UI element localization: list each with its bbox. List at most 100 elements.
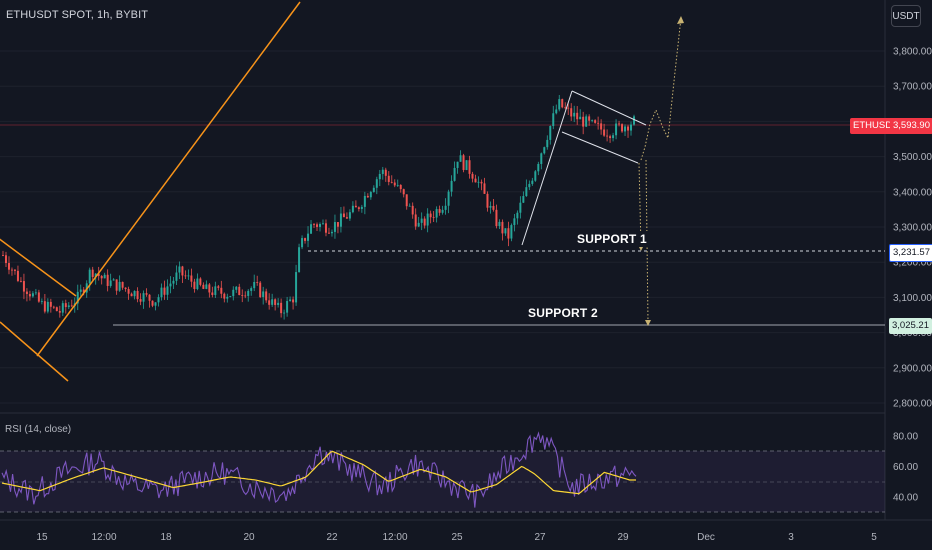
support1-annotation[interactable]: SUPPORT 1: [574, 231, 650, 247]
rsi-band: [0, 451, 885, 512]
candle-body: [190, 275, 193, 282]
candle-body: [202, 284, 205, 289]
candle-body: [366, 195, 369, 198]
last-price-tag: 3,593.90: [890, 118, 932, 134]
candle-body: [184, 275, 187, 277]
trendline-flagpole[interactable]: [36, 1, 301, 357]
candle-body: [49, 301, 52, 307]
candle-body: [480, 181, 483, 184]
price-tick-label: 3,100.00: [893, 293, 932, 304]
support2-annotation[interactable]: SUPPORT 2: [525, 305, 601, 321]
candle-body: [13, 269, 16, 271]
candle-body: [432, 217, 435, 219]
candle-body: [106, 274, 109, 286]
candle-body: [88, 269, 91, 284]
time-tick-label: 3: [788, 532, 794, 543]
candle-body: [615, 123, 618, 136]
candle-body: [238, 286, 241, 296]
flag-pole-line[interactable]: [521, 90, 573, 246]
price-tick-label: 3,200.00: [893, 258, 932, 269]
candle-body: [91, 269, 94, 277]
candle-body: [193, 281, 196, 290]
candle-body: [70, 305, 73, 307]
trendline-lower[interactable]: [0, 321, 69, 382]
candle-body: [633, 116, 635, 125]
candles-group: [2, 95, 635, 320]
candle-body: [393, 182, 396, 186]
candle-body: [67, 305, 70, 308]
candle-body: [43, 301, 46, 312]
price-tick-label: 2,900.00: [893, 363, 932, 374]
candle-body: [573, 112, 576, 117]
candle-body: [630, 124, 633, 131]
candle-body: [253, 281, 256, 289]
candle-body: [25, 291, 28, 294]
candle-body: [387, 175, 390, 182]
candle-body: [627, 126, 630, 131]
candle-body: [19, 280, 22, 282]
candle-body: [561, 99, 564, 108]
candle-body: [82, 289, 85, 293]
candle-body: [241, 295, 244, 296]
candle-body: [226, 296, 229, 299]
time-tick-label: 12:00: [91, 532, 116, 543]
flag-lower-line[interactable]: [561, 131, 639, 164]
candle-body: [402, 189, 405, 195]
candle-body: [396, 184, 399, 186]
candle-body: [301, 238, 304, 248]
candle-body: [34, 292, 37, 294]
candle-body: [531, 180, 534, 184]
symbol-title[interactable]: ETHUSDT SPOT, 1h, BYBIT: [6, 9, 149, 21]
candle-body: [256, 281, 259, 283]
currency-button[interactable]: USDT: [891, 5, 921, 27]
candle-body: [465, 160, 468, 170]
time-tick-label: 5: [871, 532, 877, 543]
candle-body: [342, 213, 345, 218]
price-tick-label: 3,500.00: [893, 152, 932, 163]
candle-body: [363, 195, 366, 207]
rsi-tick-label: 60.00: [893, 462, 918, 473]
candle-body: [232, 289, 235, 297]
candle-body: [28, 293, 31, 297]
candle-body: [399, 184, 402, 190]
candle-body: [567, 107, 570, 109]
candle-body: [444, 205, 447, 210]
candle-body: [307, 233, 310, 241]
candle-body: [438, 209, 441, 213]
candle-body: [196, 278, 199, 290]
candle-body: [339, 213, 342, 227]
trendline-upper[interactable]: [0, 238, 77, 297]
candle-body: [154, 302, 157, 306]
flag-upper-line[interactable]: [571, 90, 647, 126]
candle-body: [7, 263, 10, 270]
candle-body: [310, 224, 313, 234]
candle-body: [423, 218, 426, 226]
candle-body: [97, 273, 100, 276]
time-tick-label: 15: [36, 532, 48, 543]
candle-body: [94, 273, 97, 277]
candle-body: [579, 116, 582, 120]
projection-up-arrow: [677, 16, 684, 24]
candle-body: [175, 272, 178, 281]
rsi-indicator-label[interactable]: RSI (14, close): [5, 424, 72, 435]
candle-body: [390, 181, 393, 183]
candle-body: [405, 194, 408, 207]
candle-body: [546, 139, 549, 148]
candle-body: [157, 297, 160, 303]
candle-body: [471, 173, 474, 179]
candle-body: [516, 212, 519, 219]
candle-body: [384, 169, 387, 176]
candle-body: [274, 299, 277, 305]
candle-body: [510, 225, 513, 239]
candle-body: [492, 205, 495, 210]
candle-body: [103, 274, 106, 279]
symbol-price-tag: ETHUSDT: [850, 118, 901, 134]
candle-body: [417, 222, 420, 227]
rsi-tick-label: 80.00: [893, 431, 918, 442]
candle-body: [271, 299, 274, 305]
candle-body: [160, 287, 163, 298]
price-tick-label: 3,800.00: [893, 47, 932, 58]
projection-up-path: [640, 17, 682, 161]
